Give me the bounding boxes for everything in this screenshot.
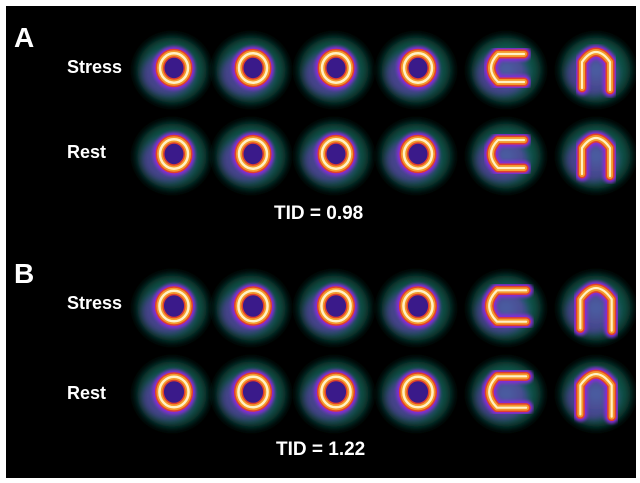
panel-b-stress-label: Stress — [67, 293, 123, 313]
slice-short-axis-p0-r0-s3 — [378, 34, 454, 106]
slice-short-axis-p0-r0-s1 — [213, 34, 289, 106]
panel-a-stress-label: Stress — [67, 57, 123, 77]
slice-vertical-long-axis-p0-r0-s5 — [558, 34, 634, 106]
slice-short-axis-p1-r0-s3 — [378, 272, 454, 344]
panel-b-tid-value: TID = 1.22 — [276, 439, 366, 460]
spect-figure: A Stress Rest TID = 0.98 B Stress Rest T… — [6, 6, 636, 478]
slice-vertical-long-axis-p1-r1-s5 — [558, 358, 634, 430]
slice-short-axis-p0-r0-s0 — [134, 34, 210, 106]
slice-vertical-long-axis-p0-r1-s5 — [558, 120, 634, 192]
slice-horizontal-long-axis-p1-r1-s4 — [468, 358, 544, 430]
slice-short-axis-p1-r1-s0 — [134, 358, 210, 430]
slice-short-axis-p1-r1-s2 — [296, 358, 372, 430]
slice-short-axis-p0-r1-s3 — [378, 120, 454, 192]
slice-short-axis-p0-r1-s1 — [213, 120, 289, 192]
panel-b-letter: B — [14, 258, 35, 289]
slice-images — [134, 34, 634, 430]
slice-short-axis-p1-r0-s1 — [213, 272, 289, 344]
panel-a-tid-value: TID = 0.98 — [274, 203, 364, 224]
slice-short-axis-p0-r1-s2 — [296, 120, 372, 192]
slice-short-axis-p1-r1-s1 — [213, 358, 289, 430]
slice-horizontal-long-axis-p0-r0-s4 — [468, 34, 544, 106]
panel-b-rest-label: Rest — [67, 383, 107, 403]
slice-horizontal-long-axis-p0-r1-s4 — [468, 120, 544, 192]
slice-short-axis-p0-r1-s0 — [134, 120, 210, 192]
slice-short-axis-p0-r0-s2 — [296, 34, 372, 106]
slice-horizontal-long-axis-p1-r0-s4 — [468, 272, 544, 344]
slice-short-axis-p1-r0-s2 — [296, 272, 372, 344]
panel-a-rest-label: Rest — [67, 142, 107, 162]
slice-short-axis-p1-r0-s0 — [134, 272, 210, 344]
slice-vertical-long-axis-p1-r0-s5 — [558, 272, 634, 344]
panel-a-letter: A — [14, 22, 35, 53]
slice-short-axis-p1-r1-s3 — [378, 358, 454, 430]
